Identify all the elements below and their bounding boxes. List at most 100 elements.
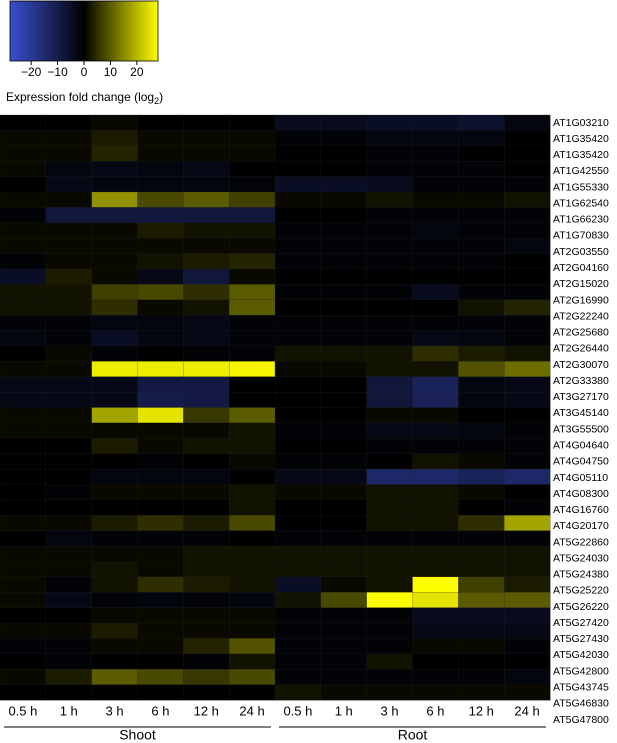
heatmap-cell bbox=[183, 653, 230, 670]
heatmap-cell bbox=[0, 484, 47, 501]
heatmap-cell bbox=[137, 669, 184, 686]
colorbar-tick-label: −10 bbox=[47, 65, 68, 79]
heatmap-cell bbox=[91, 592, 138, 609]
heatmap-cell bbox=[320, 438, 368, 455]
heatmap-cell bbox=[274, 438, 322, 455]
heatmap-cell bbox=[458, 669, 505, 686]
heatmap-cell bbox=[45, 207, 93, 224]
heatmap-cell bbox=[274, 238, 322, 254]
heatmap-cell bbox=[229, 484, 276, 501]
x-tick-label: 1 h bbox=[60, 703, 78, 718]
heatmap-cell bbox=[45, 130, 93, 147]
heatmap-cell bbox=[91, 576, 138, 593]
heatmap-cell bbox=[91, 607, 138, 624]
heatmap-cell bbox=[0, 376, 47, 393]
heatmap-cell bbox=[458, 638, 505, 655]
heatmap-cell bbox=[137, 653, 184, 670]
heatmap-cell bbox=[274, 453, 322, 470]
heatmap-cell bbox=[504, 114, 551, 131]
heatmap-cell bbox=[274, 315, 322, 331]
heatmap-cell bbox=[458, 207, 505, 224]
heatmap-cell bbox=[412, 315, 459, 331]
heatmap-cell bbox=[458, 222, 505, 239]
gene-label: AT3G55500 bbox=[553, 423, 609, 435]
heatmap-cell bbox=[91, 545, 138, 562]
heatmap-cell bbox=[137, 222, 184, 239]
heatmap-cell bbox=[458, 592, 505, 609]
heatmap-cell bbox=[45, 545, 93, 562]
heatmap-cell bbox=[320, 361, 368, 378]
heatmap-cell bbox=[137, 638, 184, 655]
heatmap-cell bbox=[274, 622, 322, 639]
gene-label: AT4G04640 bbox=[553, 439, 609, 451]
heatmap-cell bbox=[458, 376, 505, 393]
heatmap-cell bbox=[229, 653, 276, 670]
heatmap-cell bbox=[229, 253, 276, 270]
heatmap-cell bbox=[137, 191, 184, 208]
heatmap-cell bbox=[0, 284, 47, 301]
heatmap-cell bbox=[229, 438, 276, 455]
heatmap-cell bbox=[183, 176, 230, 193]
heatmap-cell bbox=[458, 453, 505, 470]
heatmap-cell bbox=[504, 191, 551, 208]
heatmap-cell bbox=[137, 484, 184, 501]
heatmap-cell bbox=[458, 161, 505, 178]
heatmap-cell bbox=[183, 530, 230, 547]
heatmap-cell bbox=[412, 684, 459, 701]
heatmap-cell bbox=[91, 315, 138, 331]
heatmap-cell bbox=[458, 407, 505, 424]
heatmap-cell bbox=[183, 468, 230, 485]
gene-label: AT5G24030 bbox=[553, 552, 609, 564]
heatmap-cell bbox=[412, 453, 459, 470]
heatmap-cell bbox=[458, 330, 505, 347]
heatmap-cell bbox=[274, 669, 322, 686]
heatmap-cell bbox=[137, 561, 184, 578]
heatmap-cell bbox=[137, 468, 184, 485]
heatmap-cell bbox=[0, 653, 47, 670]
heatmap-cell bbox=[229, 238, 276, 254]
heatmap-cell bbox=[412, 268, 459, 285]
heatmap-cell bbox=[91, 669, 138, 686]
heatmap-cell bbox=[0, 622, 47, 639]
heatmap-cell bbox=[458, 114, 505, 131]
heatmap-cell bbox=[137, 545, 184, 562]
heatmap-cell bbox=[504, 315, 551, 331]
heatmap-cell bbox=[229, 622, 276, 639]
heatmap-cell bbox=[229, 330, 276, 347]
heatmap-cell bbox=[91, 284, 138, 301]
heatmap-cell bbox=[137, 253, 184, 270]
heatmap-cell bbox=[320, 592, 368, 609]
heatmap-cell bbox=[504, 515, 551, 532]
heatmap-cell bbox=[0, 669, 47, 686]
heatmap-cell bbox=[229, 315, 276, 331]
heatmap-cell bbox=[137, 376, 184, 393]
x-tick-label: 6 h bbox=[426, 703, 444, 718]
heatmap-cell bbox=[137, 238, 184, 254]
heatmap-cell bbox=[45, 345, 93, 362]
heatmap-cell bbox=[458, 499, 505, 516]
heatmap-cell bbox=[0, 468, 47, 485]
heatmap-cell bbox=[0, 238, 47, 254]
heatmap-cell bbox=[366, 330, 413, 347]
heatmap-cell bbox=[458, 284, 505, 301]
heatmap-cell bbox=[183, 238, 230, 254]
gene-label: AT4G05110 bbox=[553, 472, 608, 484]
heatmap-cell bbox=[45, 653, 93, 670]
heatmap-cell bbox=[137, 422, 184, 439]
heatmap-cell bbox=[366, 345, 413, 362]
heatmap-cell bbox=[137, 284, 184, 301]
heatmap-cell bbox=[0, 299, 47, 316]
heatmap-cell bbox=[183, 330, 230, 347]
heatmap-cell bbox=[91, 622, 138, 639]
heatmap-cell bbox=[91, 438, 138, 455]
heatmap-cell bbox=[320, 130, 368, 147]
heatmap-cell bbox=[320, 176, 368, 193]
heatmap-cell bbox=[366, 130, 413, 147]
heatmap-cell bbox=[412, 438, 459, 455]
heatmap-cell bbox=[45, 361, 93, 378]
heatmap-cell bbox=[91, 684, 138, 701]
heatmap-cell bbox=[366, 607, 413, 624]
colorbar bbox=[9, 0, 159, 62]
heatmap-cell bbox=[0, 407, 47, 424]
heatmap-cell bbox=[366, 407, 413, 424]
